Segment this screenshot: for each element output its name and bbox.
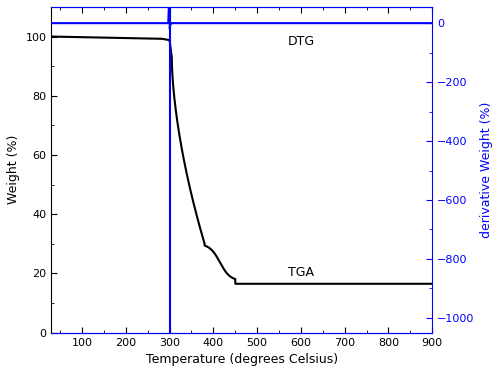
Text: DTG: DTG bbox=[288, 35, 315, 48]
X-axis label: Temperature (degrees Celsius): Temperature (degrees Celsius) bbox=[146, 353, 338, 366]
Y-axis label: Weight (%): Weight (%) bbox=[7, 135, 20, 204]
Y-axis label: derivative Weight (%): derivative Weight (%) bbox=[480, 101, 493, 238]
Text: TGA: TGA bbox=[288, 266, 314, 279]
